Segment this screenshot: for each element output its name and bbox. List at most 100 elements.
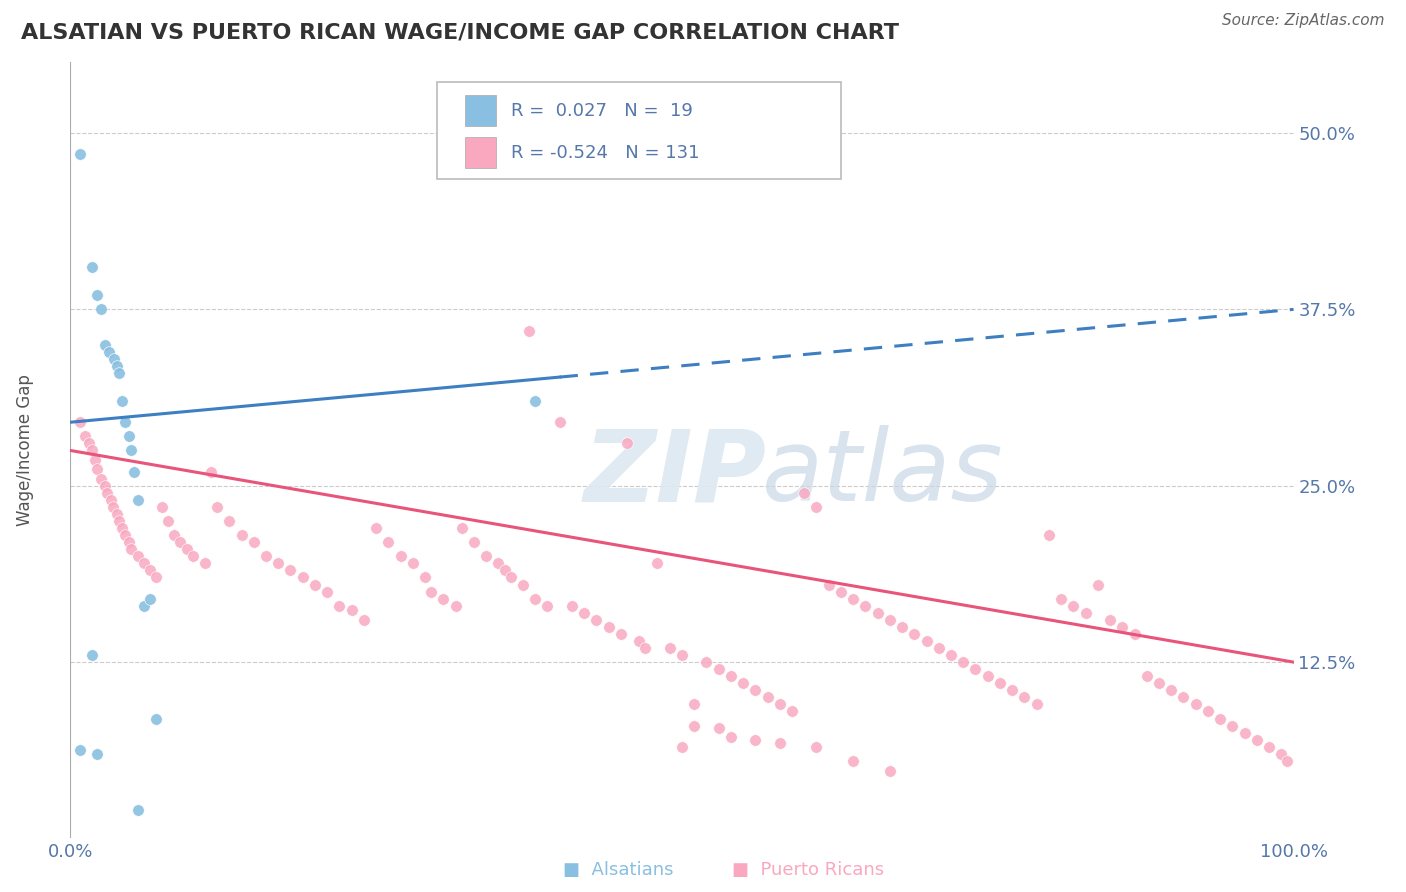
Point (413, 570, 436, 584)
Point (96, 485, 118, 500)
Point (340, 603, 363, 617)
Point (267, 557, 290, 571)
Point (366, 521, 388, 535)
Point (634, 640, 657, 655)
Point (150, 500, 173, 514)
Point (77, 436, 100, 450)
Point (1147, 676, 1170, 690)
Point (842, 591, 865, 606)
Point (524, 394, 547, 409)
Text: R = -0.524   N = 131: R = -0.524 N = 131 (510, 144, 699, 161)
Point (86, 462, 108, 476)
Point (194, 557, 217, 571)
Point (780, 705, 803, 719)
Point (793, 485, 815, 500)
Point (121, 542, 143, 557)
Point (100, 492, 122, 507)
Point (1087, 577, 1109, 591)
Point (111, 521, 134, 535)
Point (536, 599, 558, 613)
Point (488, 557, 510, 571)
Point (93, 479, 115, 493)
Point (90, 472, 112, 486)
Point (561, 599, 583, 613)
FancyBboxPatch shape (465, 95, 496, 126)
Point (377, 535, 399, 549)
Point (830, 584, 852, 599)
Point (1025, 698, 1047, 712)
Point (1099, 613, 1122, 627)
Point (1160, 683, 1182, 698)
Point (254, 549, 277, 564)
Point (1173, 690, 1195, 705)
Point (73, 429, 96, 443)
Point (1123, 627, 1146, 641)
Point (817, 577, 839, 591)
Point (1209, 712, 1232, 726)
Point (720, 669, 742, 683)
Point (1062, 599, 1084, 613)
Point (280, 563, 302, 577)
Point (683, 718, 706, 732)
Point (69, 147, 91, 161)
Point (402, 557, 425, 571)
Point (658, 640, 681, 655)
Point (616, 436, 638, 450)
Point (121, 443, 143, 458)
Point (231, 528, 253, 542)
Point (463, 535, 485, 549)
FancyBboxPatch shape (465, 136, 496, 168)
Text: Wage/Income Gap: Wage/Income Gap (15, 375, 34, 526)
Point (524, 591, 547, 606)
Point (1220, 718, 1243, 732)
Point (93, 337, 115, 351)
Point (744, 732, 766, 747)
Point (695, 655, 717, 669)
Point (82, 648, 104, 662)
Point (1270, 747, 1292, 761)
Point (976, 669, 998, 683)
Point (132, 557, 155, 571)
Point (86, 747, 108, 761)
Point (139, 563, 162, 577)
Point (866, 606, 889, 620)
Point (86, 288, 108, 302)
Point (1258, 739, 1281, 754)
Point (988, 676, 1011, 690)
Point (157, 514, 180, 528)
Point (105, 507, 128, 521)
Point (389, 549, 412, 564)
Point (598, 620, 620, 634)
Point (205, 500, 228, 514)
Point (114, 415, 136, 429)
Point (1001, 683, 1024, 698)
Point (769, 698, 792, 712)
Point (733, 676, 755, 690)
Point (69, 415, 91, 429)
Point (915, 634, 938, 648)
Point (181, 549, 204, 564)
Point (82, 443, 104, 458)
Point (1246, 732, 1268, 747)
Point (432, 591, 454, 606)
Point (499, 570, 522, 584)
Point (145, 712, 167, 726)
Point (169, 535, 191, 549)
Point (928, 640, 950, 655)
Point (769, 735, 792, 749)
Text: ZIP: ZIP (583, 425, 768, 522)
Point (952, 655, 974, 669)
Point (139, 591, 162, 606)
Point (98, 344, 121, 359)
Point (572, 606, 595, 620)
Point (291, 570, 314, 584)
Point (806, 500, 828, 514)
Point (118, 535, 141, 549)
Point (103, 351, 125, 366)
Point (105, 359, 128, 373)
Point (200, 465, 222, 479)
Point (1233, 725, 1256, 739)
Point (316, 584, 339, 599)
Point (1136, 669, 1159, 683)
Point (69, 742, 91, 756)
